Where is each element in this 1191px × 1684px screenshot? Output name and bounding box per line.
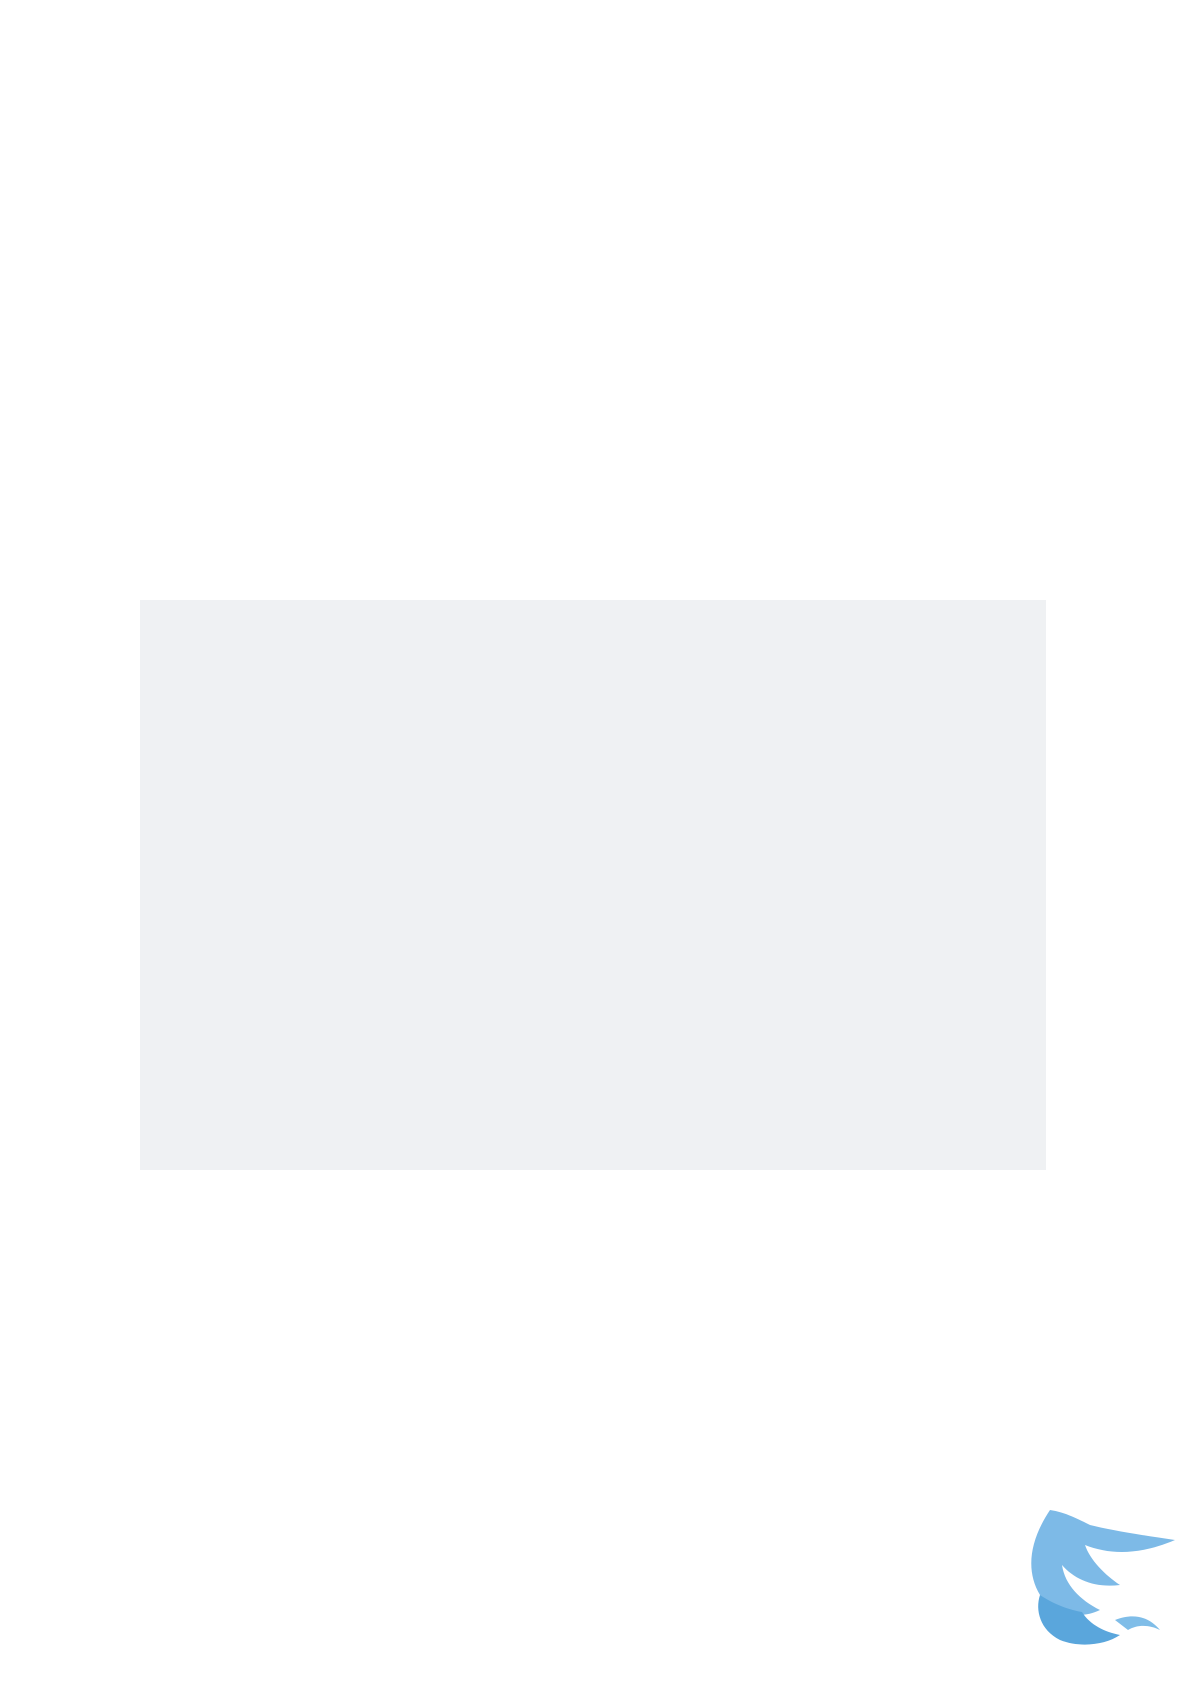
code-block bbox=[140, 600, 1046, 1170]
logo-tail bbox=[1115, 1616, 1160, 1630]
abnasia-logo bbox=[1031, 1510, 1175, 1645]
logo-wing bbox=[1031, 1510, 1175, 1615]
countplot-figure bbox=[0, 0, 1191, 600]
logo-body bbox=[1038, 1595, 1120, 1645]
